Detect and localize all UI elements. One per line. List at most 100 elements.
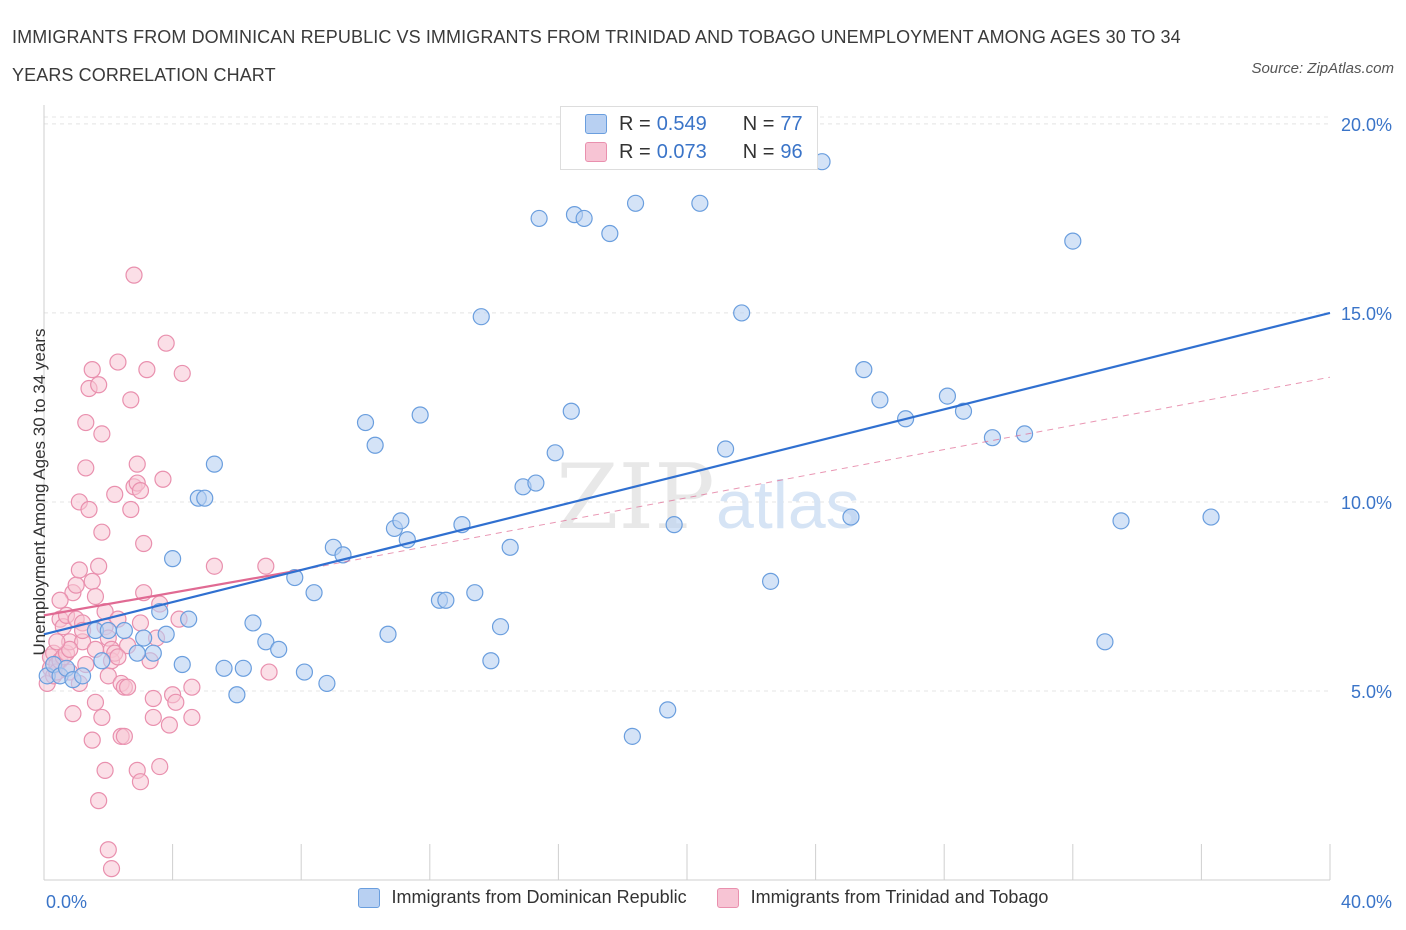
tick-labels: 5.0% 10.0% 15.0% 20.0% 0.0% 40.0% (46, 115, 1392, 912)
data-point-trinidad-tobago (90, 792, 108, 810)
data-point-trinidad-tobago (160, 716, 178, 734)
source-label: Source: ZipAtlas.com (1251, 60, 1394, 77)
trinidad-tobago-points (38, 266, 278, 878)
data-point-trinidad-tobago (83, 361, 101, 379)
data-point-dominican-republic (954, 402, 973, 420)
data-point-dominican-republic (437, 591, 455, 609)
data-point-dominican-republic (466, 584, 484, 602)
data-point-dominican-republic (99, 621, 117, 640)
data-point-trinidad-tobago (131, 482, 150, 500)
data-point-dominican-republic (135, 629, 153, 647)
data-point-dominican-republic (482, 652, 500, 670)
data-point-trinidad-tobago (48, 633, 66, 651)
r-value: 0.549 (656, 112, 707, 135)
data-point-dominican-republic (128, 644, 146, 662)
data-point-trinidad-tobago (80, 500, 98, 519)
data-point-dominican-republic (530, 209, 548, 228)
n-label: N = (742, 140, 775, 163)
data-point-trinidad-tobago (128, 455, 146, 473)
data-point-trinidad-tobago (183, 678, 201, 696)
data-point-trinidad-tobago (173, 364, 191, 383)
legend-label: Immigrants from Dominican Republic (391, 887, 687, 907)
data-point-dominican-republic (691, 194, 709, 212)
data-point-trinidad-tobago (122, 391, 140, 409)
data-point-dominican-republic (157, 625, 175, 643)
data-point-trinidad-tobago (183, 708, 201, 727)
blue-swatch-icon (357, 887, 380, 908)
watermark: ZIP atlas (556, 445, 860, 550)
data-point-dominican-republic (855, 361, 873, 379)
data-point-trinidad-tobago (109, 648, 127, 666)
pink-swatch-icon (585, 142, 607, 162)
data-point-trinidad-tobago (260, 663, 278, 681)
data-point-dominican-republic (871, 391, 889, 409)
data-point-dominican-republic (1202, 508, 1220, 526)
r-label: R = (619, 140, 651, 163)
data-point-trinidad-tobago (102, 860, 121, 878)
data-point-dominican-republic (1015, 425, 1034, 443)
data-point-trinidad-tobago (205, 557, 223, 575)
stats-legend-row-blue: R = 0.549 N = 77 (585, 109, 803, 139)
data-point-dominican-republic (623, 727, 641, 745)
watermark-atlas: atlas (716, 467, 860, 543)
data-point-trinidad-tobago (67, 576, 85, 594)
data-point-trinidad-tobago (257, 557, 275, 575)
legend-item-trinidad-tobago[interactable]: Immigrants from Trinidad and Tobago (716, 887, 1048, 908)
data-point-dominican-republic (215, 659, 233, 677)
pink-swatch-icon (716, 887, 739, 908)
axes (43, 105, 1331, 881)
data-point-dominican-republic (305, 584, 323, 602)
data-point-dominican-republic (411, 406, 429, 424)
y-tick-label: 10.0% (1341, 493, 1392, 513)
blue-swatch-icon (585, 114, 607, 134)
data-point-trinidad-tobago (115, 727, 133, 745)
data-point-trinidad-tobago (70, 561, 88, 579)
data-point-dominican-republic (173, 655, 191, 674)
data-point-trinidad-tobago (86, 693, 105, 711)
r-value: 0.073 (656, 140, 707, 163)
data-point-trinidad-tobago (96, 761, 114, 779)
data-point-dominican-republic (842, 508, 860, 526)
data-point-dominican-republic (151, 602, 169, 621)
data-point-trinidad-tobago (83, 572, 101, 590)
data-point-dominican-republic (527, 474, 545, 492)
data-point-trinidad-tobago (86, 587, 105, 606)
data-point-trinidad-tobago (83, 731, 101, 749)
data-point-trinidad-tobago (99, 841, 117, 859)
data-point-dominican-republic (938, 387, 957, 405)
y-tick-label: 15.0% (1341, 304, 1392, 324)
data-point-trinidad-tobago (154, 470, 172, 488)
data-point-dominican-republic (716, 440, 735, 458)
data-point-trinidad-tobago (93, 708, 111, 727)
data-point-dominican-republic (562, 402, 580, 420)
data-point-trinidad-tobago (51, 591, 69, 609)
data-point-trinidad-tobago (138, 361, 156, 379)
data-point-dominican-republic (115, 621, 133, 640)
x-tick-label: 40.0% (1341, 892, 1392, 912)
data-point-dominican-republic (733, 304, 751, 322)
data-point-dominican-republic (257, 633, 275, 651)
trend-line-trinidad-tobago (43, 568, 302, 617)
data-point-trinidad-tobago (157, 334, 175, 352)
trend-line-trinidad-tobago-extension (301, 376, 1331, 571)
legend-item-dominican-republic[interactable]: Immigrants from Dominican Republic (357, 887, 687, 908)
data-point-trinidad-tobago (109, 353, 127, 371)
data-point-dominican-republic (366, 436, 384, 454)
data-point-dominican-republic (1096, 633, 1114, 651)
data-point-dominican-republic (983, 429, 1002, 447)
data-point-trinidad-tobago (64, 705, 82, 723)
data-point-dominican-republic (93, 652, 111, 670)
data-point-trinidad-tobago (93, 523, 111, 541)
data-point-trinidad-tobago (61, 640, 79, 658)
stats-legend: R = 0.549 N = 77 R = 0.073 N = 96 (560, 106, 818, 170)
data-point-trinidad-tobago (125, 266, 143, 284)
n-value: 77 (780, 112, 803, 135)
data-point-trinidad-tobago (118, 678, 137, 696)
data-point-trinidad-tobago (77, 459, 95, 477)
data-point-dominican-republic (295, 663, 314, 681)
y-tick-label: 5.0% (1351, 682, 1392, 702)
stats-legend-row-pink: R = 0.073 N = 96 (585, 137, 803, 167)
data-point-dominican-republic (228, 686, 246, 704)
data-point-dominican-republic (318, 674, 336, 693)
